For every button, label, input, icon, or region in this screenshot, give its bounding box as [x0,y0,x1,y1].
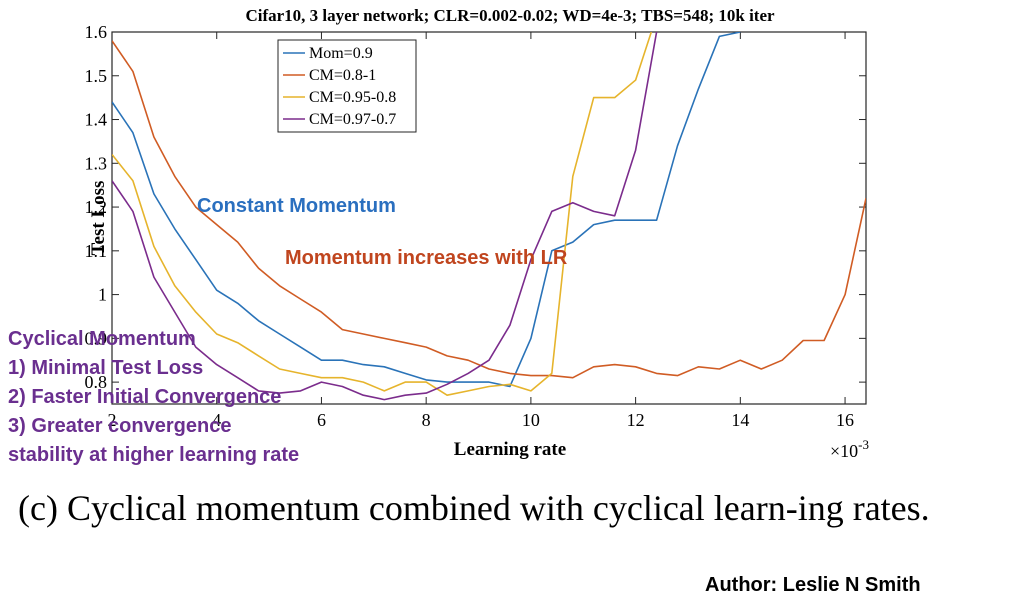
series-line-1 [112,32,741,388]
chart-series-group [112,32,866,401]
chart-canvas: Cifar10, 3 layer network; CLR=0.002-0.02… [8,6,869,466]
chart-annotation: stability at higher learning rate [8,444,299,466]
y-tick-label: 1 [98,285,107,305]
legend-entry: CM=0.8-1 [309,67,376,84]
chart-annotation: Cyclical Momentum [8,328,196,350]
author-credit: Author: Leslie N Smith [705,574,921,596]
x-tick-label: 16 [836,410,854,430]
legend-entry: CM=0.97-0.7 [309,111,396,128]
y-axis-label: Test Loss [88,181,109,256]
x-axis-label: Learning rate [454,439,566,460]
y-tick-label: 1.1 [85,241,108,261]
y-tick-label: 0.8 [85,372,108,392]
legend-entry: Mom=0.9 [309,45,373,62]
chart-annotation: 1) Minimal Test Loss [8,357,203,379]
x-tick-label: 14 [731,410,749,430]
y-tick-label: 1.6 [85,22,108,42]
legend-entry: CM=0.95-0.8 [309,89,396,106]
series-line-3 [112,32,653,397]
series-line-2 [112,40,866,379]
chart-annotation: Constant Momentum [197,195,396,217]
x-tick-label: 12 [627,410,645,430]
y-tick-label: 1.5 [85,66,108,86]
chart-axes: 2 4 6 8 10 12 14 16 0.8 0.9 1 1.1 1.2 1.3 1.4 1.5 1.6 [85,22,867,430]
chart-annotation: Momentum increases with LR [285,247,568,269]
chart-annotations: Constant Momentum Momentum increases with… [8,195,568,466]
x-tick-label: 2 [108,410,117,430]
x-tick-label: 10 [522,410,540,430]
y-tick-label: 1.2 [85,197,108,217]
legend-box [277,39,417,133]
y-tick-label: 1.3 [85,153,108,173]
chart-title: Cifar10, 3 layer network; CLR=0.002-0.02… [245,6,775,25]
y-tick-label: 0.9 [85,328,108,348]
x-axis-multiplier: ×10-3 [830,437,869,461]
x-tick-label: 6 [317,410,326,430]
chart-legend: Mom=0.9 CM=0.8-1 CM=0.95-0.8 CM=0.97-0.7 [277,39,417,133]
chart-annotation: 3) Greater convergence [8,415,231,437]
y-tick-label: 1.4 [85,110,108,130]
chart-annotation: 2) Faster Initial Convergence [8,386,281,408]
x-tick-label: 8 [422,410,431,430]
series-line-4 [112,32,658,401]
x-tick-label: 4 [212,410,221,430]
plot-frame [111,31,867,405]
figure-caption: (c) Cyclical momentum combined with cycl… [18,488,930,528]
